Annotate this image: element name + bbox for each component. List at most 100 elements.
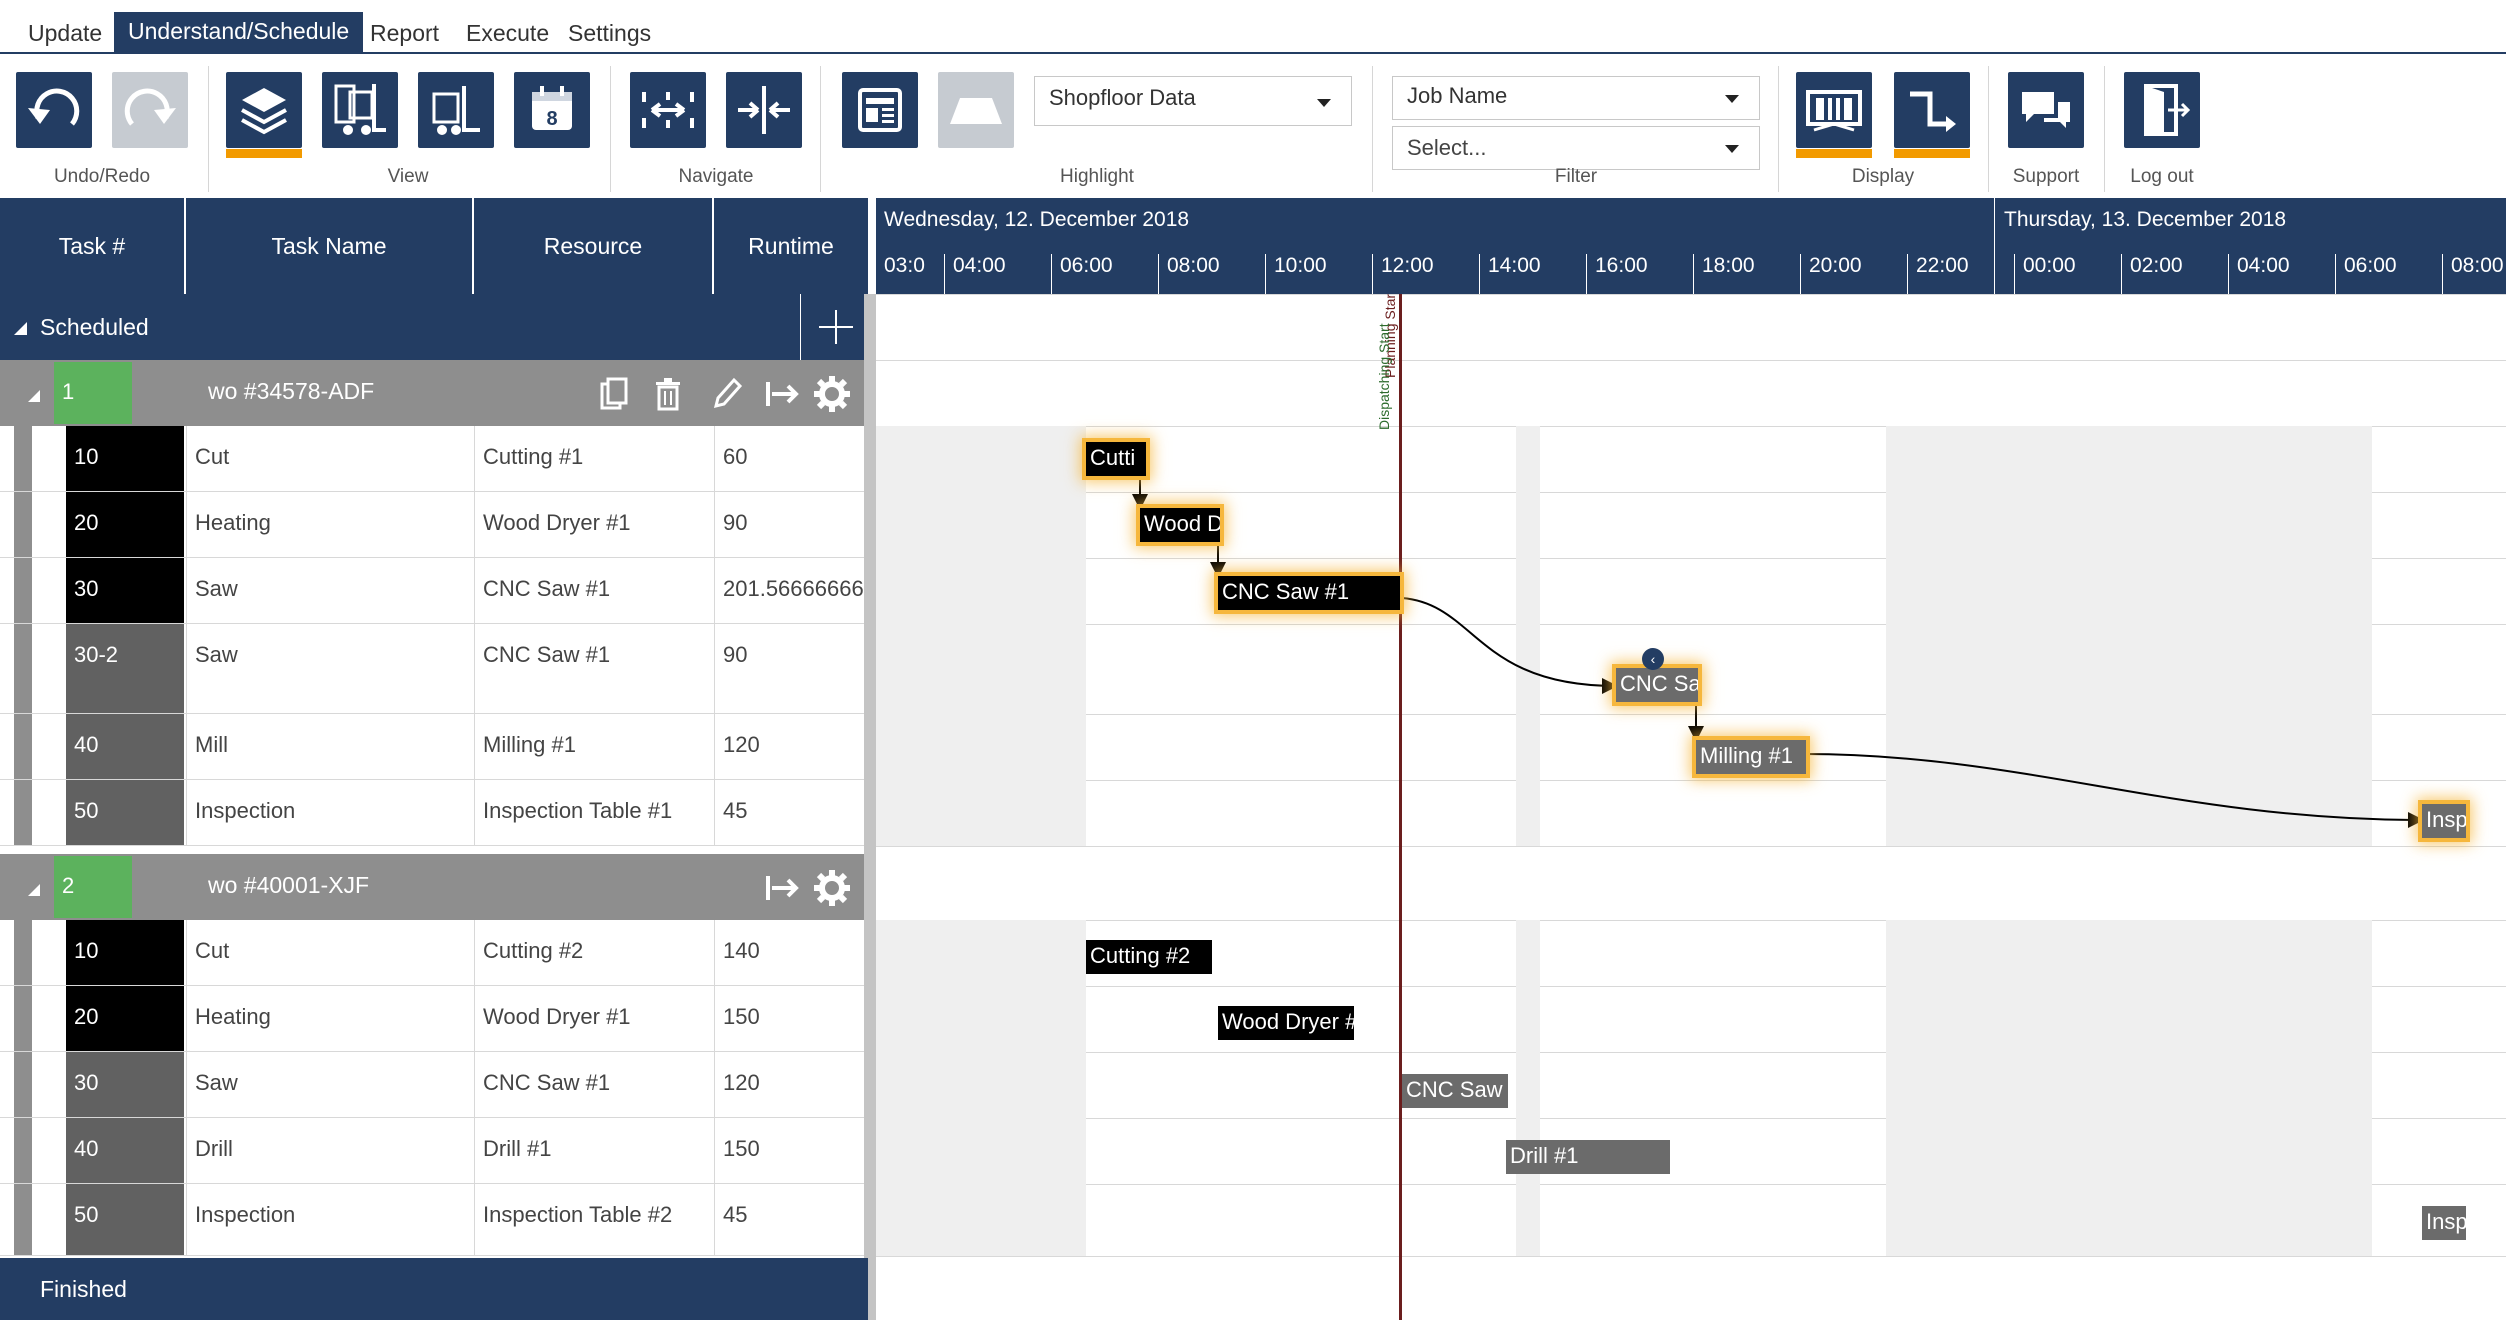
task-row[interactable]: 50 Inspection Inspection Table #2 45	[0, 1184, 868, 1256]
add-work-order-button[interactable]	[800, 294, 868, 360]
work-order-row[interactable]: 1 wo #34578-ADF	[0, 360, 868, 426]
task-bar[interactable]: Wood D	[1140, 508, 1220, 542]
trash-icon[interactable]	[648, 374, 688, 414]
gantt-row-line	[876, 1118, 2506, 1119]
scheduled-group-header[interactable]: Scheduled	[0, 294, 868, 360]
report-view-button[interactable]	[842, 72, 918, 148]
layers-button[interactable]	[226, 72, 302, 158]
task-number: 50	[66, 1184, 184, 1255]
separator	[1778, 66, 1779, 192]
tab-report[interactable]: Report	[370, 20, 440, 46]
move-to-end-icon[interactable]	[762, 374, 802, 414]
pencil-icon[interactable]	[706, 374, 746, 414]
filter-value-select[interactable]: Select...	[1392, 126, 1760, 170]
column-header-runtime[interactable]: Runtime	[748, 232, 834, 259]
tab-settings[interactable]: Settings	[568, 20, 652, 46]
gantt-row-line	[876, 624, 2506, 625]
perspective-button[interactable]	[938, 72, 1014, 148]
task-bar[interactable]: Milling #1	[1696, 740, 1806, 774]
active-indicator	[1796, 149, 1872, 158]
column-header-task-number[interactable]: Task #	[0, 198, 186, 294]
task-name: Inspection	[186, 1184, 474, 1255]
task-number: 20	[66, 492, 184, 557]
gear-icon[interactable]	[812, 868, 852, 908]
grid-splitter[interactable]	[864, 294, 876, 1320]
display-layout-button[interactable]	[1796, 72, 1872, 158]
task-row[interactable]: 20 Heating Wood Dryer #1 90	[0, 492, 868, 558]
task-bar[interactable]: Insp	[2422, 804, 2466, 838]
support-button[interactable]	[2008, 72, 2084, 148]
task-bar[interactable]: CNC Sa	[1616, 668, 1698, 702]
separator	[1372, 66, 1373, 192]
group-label-filter: Filter	[1554, 166, 1598, 187]
tab-update[interactable]: Update	[28, 20, 103, 46]
task-row[interactable]: 10 Cut Cutting #2 140	[0, 920, 868, 986]
task-runtime: 120	[714, 1052, 864, 1117]
task-resource: CNC Saw #1	[474, 558, 714, 623]
column-header-task-name[interactable]: Task Name	[186, 198, 474, 294]
tab-execute[interactable]: Execute	[466, 20, 550, 46]
zoom-fit-button[interactable]	[630, 72, 706, 148]
task-row[interactable]: 30-2 Saw CNC Saw #1 90	[0, 624, 868, 714]
hour-tick-label: 04:00	[944, 254, 1006, 294]
task-row[interactable]: 10 Cut Cutting #1 60	[0, 426, 868, 492]
task-number: 40	[66, 714, 184, 779]
gantt-chart[interactable]: Planning Start Dispatching Start Cutti W…	[876, 294, 2506, 1320]
task-row[interactable]: 30 Saw CNC Saw #1 120	[0, 1052, 868, 1118]
task-resource: CNC Saw #1	[474, 1052, 714, 1117]
collapse-triangle-icon[interactable]	[14, 322, 27, 335]
undo-button[interactable]	[16, 72, 92, 148]
active-indicator	[1894, 149, 1970, 158]
filter-field-select[interactable]: Job Name	[1392, 76, 1760, 120]
task-row[interactable]: 40 Drill Drill #1 150	[0, 1118, 868, 1184]
redo-button[interactable]	[112, 72, 188, 148]
resource-forklift-multi-button[interactable]	[322, 72, 398, 148]
task-name: Mill	[186, 714, 474, 779]
main-tabs: Update Understand/Schedule Report Execut…	[0, 0, 2506, 54]
task-bar[interactable]: Insp	[2422, 1206, 2466, 1240]
row-gutter	[14, 492, 32, 557]
task-runtime: 90	[714, 492, 864, 557]
column-header-resource[interactable]: Resource	[474, 198, 714, 294]
task-resource: Inspection Table #2	[474, 1184, 714, 1255]
move-to-end-icon[interactable]	[762, 868, 802, 908]
show-links-button[interactable]	[1894, 72, 1970, 158]
hour-tick-label: 02:00	[2121, 254, 2183, 294]
collapse-triangle-icon[interactable]	[28, 884, 40, 896]
task-name: Saw	[186, 558, 474, 623]
gear-icon[interactable]	[812, 374, 852, 414]
hour-tick-label: 10:00	[1265, 254, 1327, 294]
go-to-now-button[interactable]	[726, 72, 802, 148]
planning-start-line[interactable]	[1399, 294, 1402, 1320]
task-runtime: 60	[714, 426, 864, 491]
row-gutter	[14, 1184, 32, 1255]
task-row[interactable]: 40 Mill Milling #1 120	[0, 714, 868, 780]
copy-icon[interactable]	[594, 374, 634, 414]
task-bar[interactable]: CNC Saw #1	[1218, 576, 1400, 610]
task-bar[interactable]: Cutti	[1086, 442, 1146, 476]
collapse-triangle-icon[interactable]	[28, 390, 40, 402]
forklift-icon	[432, 86, 480, 135]
calendar-button[interactable]: 8	[514, 72, 590, 148]
task-runtime: 201.5666666666	[714, 558, 864, 623]
logout-button[interactable]	[2124, 72, 2200, 148]
work-order-name: wo #40001-XJF	[208, 872, 370, 898]
task-name: Cut	[186, 426, 474, 491]
gantt-row-line	[876, 780, 2506, 781]
task-bar[interactable]: Wood Dryer #	[1218, 1006, 1354, 1040]
task-bar[interactable]: Cutting #2	[1086, 940, 1212, 974]
task-row[interactable]: 50 Inspection Inspection Table #1 45	[0, 780, 868, 846]
chevron-left-icon[interactable]: ‹	[1642, 648, 1664, 670]
task-bar[interactable]: Drill #1	[1506, 1140, 1670, 1174]
finished-group-header[interactable]: Finished	[0, 1258, 868, 1320]
task-row[interactable]: 20 Heating Wood Dryer #1 150	[0, 986, 868, 1052]
group-label-navigate: Navigate	[678, 166, 754, 187]
task-number: 10	[66, 426, 184, 491]
task-bar[interactable]: CNC Saw #	[1402, 1074, 1508, 1108]
tab-understand-schedule[interactable]: Understand/Schedule	[114, 12, 364, 54]
work-order-row[interactable]: 2 wo #40001-XJF	[0, 854, 868, 920]
highlight-select[interactable]: Shopfloor Data	[1034, 76, 1352, 126]
undo-icon	[28, 88, 80, 126]
resource-forklift-button[interactable]	[418, 72, 494, 148]
